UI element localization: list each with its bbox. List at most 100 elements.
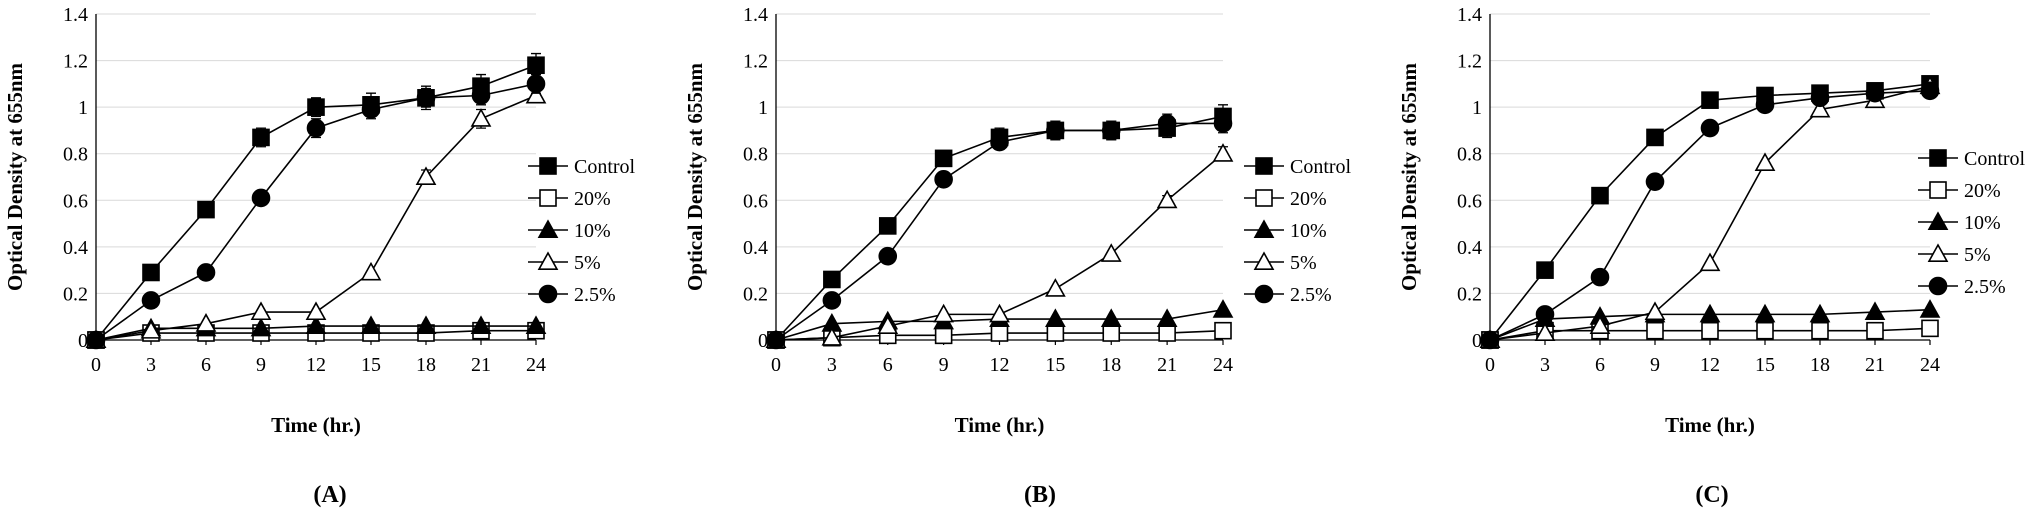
x-tick-label: 12 [306,354,326,376]
data-point [877,315,899,335]
legend-label: 5% [1964,244,1991,266]
legend-marker [1253,251,1275,271]
data-point [878,246,898,266]
series-5% [85,84,547,349]
data-point [250,317,272,337]
data-point [1212,143,1234,162]
data-point [1045,278,1066,297]
data-point [1701,321,1719,340]
y-tick-label: 1 [78,97,88,119]
series-5% [765,143,1234,349]
y-tick-label: 0.4 [63,237,88,259]
data-point [1213,114,1233,133]
y-tick-label: 0.4 [1457,237,1482,259]
x-tick-label: 21 [471,354,491,376]
panel-label: (B) [1024,482,1056,508]
data-point [1809,98,1831,118]
data-point [471,86,491,105]
x-tick-label: 12 [990,354,1010,376]
data-point [1756,321,1774,340]
series-5% [1479,75,1941,349]
data-point [525,315,547,335]
data-point [1156,189,1178,209]
data-point [1589,315,1611,335]
data-point [934,326,953,345]
x-tick-label: 9 [1650,354,1660,376]
y-axis-title: Optical Density at 655nm [3,62,27,291]
x-tick-label: 9 [256,354,266,376]
data-point [1754,152,1776,172]
data-point [1810,88,1830,108]
data-point [766,330,786,350]
x-tick-label: 6 [1595,354,1605,376]
data-point [1865,83,1885,103]
data-point [142,263,160,282]
data-point [526,74,546,94]
data-point [1864,301,1886,321]
x-tick-label: 3 [146,354,156,376]
data-point [1646,321,1664,340]
data-point [1100,308,1122,328]
y-tick-label: 1.2 [1457,51,1482,73]
legend-marker [1927,211,1949,230]
data-point [1921,319,1939,338]
data-point [1920,81,1940,101]
x-tick-label: 3 [1540,354,1550,376]
data-point [1045,308,1066,328]
x-tick-label: 0 [91,354,101,376]
data-point [360,261,382,281]
data-point [360,315,382,335]
data-point [416,88,436,108]
y-axis-title: Optical Density at 655nm [683,62,707,291]
data-point [306,118,326,138]
data-point [1644,301,1666,321]
legend-marker [1255,157,1273,175]
data-point [197,200,215,219]
y-tick-label: 1.4 [743,4,768,26]
legend-marker [539,157,557,175]
x-tick-label: 18 [416,354,436,376]
data-point [251,188,271,208]
data-point [1809,303,1831,323]
legend-label: 10% [1964,212,2001,234]
data-point [1212,299,1234,318]
x-tick-label: 21 [1157,354,1177,376]
x-tick-label: 24 [526,354,546,376]
y-tick-label: 0 [1472,330,1482,352]
data-point [1536,261,1554,279]
panel-label: (C) [1695,482,1728,508]
data-point [527,56,545,75]
x-tick-label: 18 [1101,354,1121,376]
y-tick-label: 0.6 [63,190,88,212]
x-tick-label: 6 [201,354,211,376]
x-tick-label: 24 [1213,354,1233,376]
y-tick-label: 1.2 [743,51,768,73]
y-tick-label: 1 [758,97,768,119]
x-tick-label: 12 [1700,354,1720,376]
x-tick-label: 3 [827,354,837,376]
data-point [525,84,547,104]
panel-b: 0 0.2 0.4 0.6 0.8 1 1.2 1.4 0 3 6 9 12 15 18 21 24 Time (… [683,4,1352,508]
data-point [305,315,327,335]
panel-a: 0 0.2 0.4 0.6 0.8 1 1.2 1.4 0 3 6 9 12 15 18 21 24 Time (… [3,4,636,508]
legend-label: 10% [1290,220,1327,242]
legend: Control 20% 10% 5% 2.5% [1918,148,2026,298]
legend-label: 5% [574,252,601,274]
legend-marker [538,284,558,304]
data-point [1754,303,1776,323]
data-point [934,149,953,168]
data-point [1046,324,1065,342]
x-tick-label: 0 [771,354,781,376]
data-point [1646,128,1664,147]
y-tick-label: 0.8 [1457,144,1482,166]
data-point [1591,186,1609,205]
data-point [821,327,843,346]
data-point [1811,321,1829,340]
legend-label: 2.5% [1290,284,1332,306]
y-tick-label: 0 [78,330,88,352]
data-point [1534,322,1556,342]
data-point [1100,243,1122,262]
data-point [250,301,272,321]
data-point [1535,305,1555,324]
